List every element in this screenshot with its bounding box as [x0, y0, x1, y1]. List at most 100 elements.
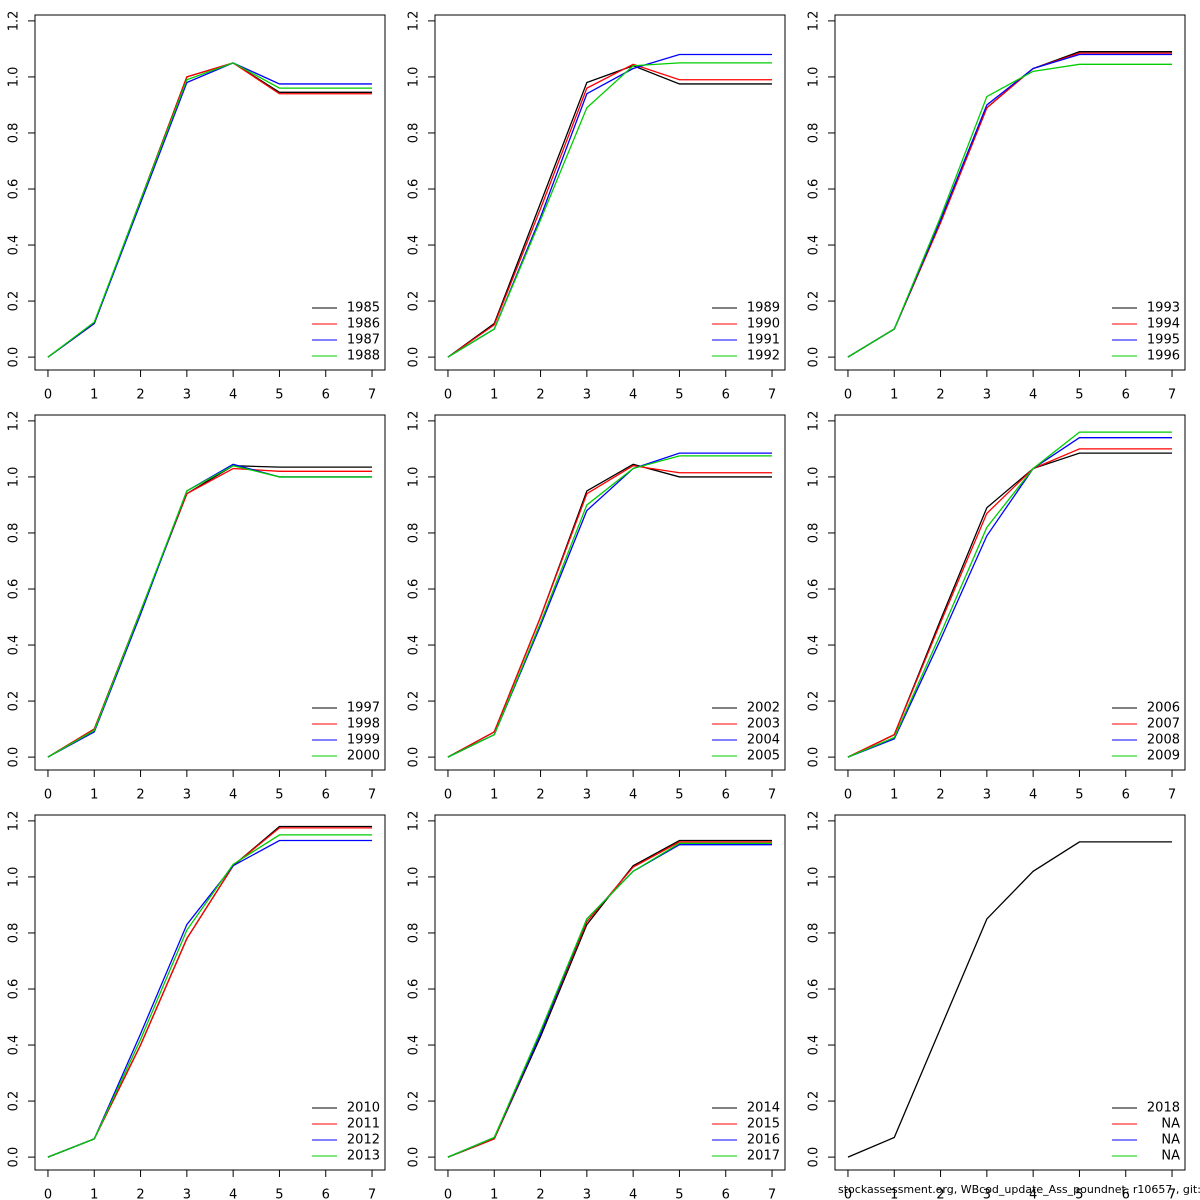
x-tick-label: 7 [368, 1188, 376, 1200]
footer: stockassessment.org, WBcod_update_Ass_po… [838, 1183, 1200, 1196]
x-tick-label: 0 [444, 1188, 452, 1200]
x-tick-label: 4 [1029, 388, 1037, 403]
y-tick-label: 0.4 [407, 235, 422, 256]
series-line [447, 62, 773, 358]
x-tick-label: 1 [890, 388, 898, 403]
x-tick-label: 2 [136, 1188, 144, 1200]
legend-label: 1997 [347, 701, 380, 716]
series-line [847, 437, 1173, 758]
legend-label: 2000 [347, 749, 380, 764]
x-tick-label: 6 [1122, 388, 1130, 403]
x-tick-label: 0 [44, 388, 52, 403]
x-tick-label: 7 [1168, 1188, 1176, 1200]
x-tick-label: 6 [322, 788, 330, 803]
x-tick-label: 3 [583, 388, 591, 403]
y-tick-label: 0.0 [7, 347, 22, 368]
series-line [447, 841, 773, 1158]
plot-frame [834, 814, 1186, 1171]
y-tick-label: 1.0 [807, 467, 822, 488]
series-line [447, 844, 773, 1158]
x-tick-label: 2 [536, 388, 544, 403]
y-tick-label: 0.8 [7, 523, 22, 544]
x-tick-label: 6 [322, 388, 330, 403]
y-tick-label: 0.4 [407, 1035, 422, 1056]
legend-label: 1992 [747, 349, 780, 364]
x-tick-label: 3 [983, 388, 991, 403]
series-line [47, 463, 373, 758]
x-tick-label: 1 [890, 1188, 898, 1200]
x-tick-label: 6 [1122, 788, 1130, 803]
y-tick-label: 0.8 [807, 923, 822, 944]
x-tick-label: 5 [1075, 1188, 1083, 1200]
legend-label: 1991 [747, 333, 780, 348]
series-line [447, 839, 773, 1158]
legend-label: 2017 [747, 1149, 780, 1164]
y-tick-label: 0.8 [407, 523, 422, 544]
y-tick-label: 0.0 [807, 747, 822, 768]
y-tick-label: 0.6 [7, 179, 22, 200]
x-tick-label: 3 [583, 788, 591, 803]
x-tick-label: 2 [536, 1188, 544, 1200]
y-tick-label: 0.2 [407, 291, 422, 312]
legend-label: 1990 [747, 317, 780, 332]
legend-label: 1985 [347, 301, 380, 316]
legend-label: 2010 [347, 1101, 380, 1116]
x-tick-label: 4 [229, 388, 237, 403]
x-tick-label: 2 [936, 788, 944, 803]
series-line [447, 463, 773, 758]
series-line [847, 53, 1173, 358]
y-tick-label: 0.4 [7, 635, 22, 656]
x-tick-label: 3 [183, 788, 191, 803]
y-tick-label: 0.4 [7, 1035, 22, 1056]
series-line [447, 465, 773, 758]
legend-label: NA [1161, 1133, 1180, 1148]
x-tick-label: 6 [722, 788, 730, 803]
y-tick-label: 1.2 [7, 11, 22, 32]
series-line [847, 63, 1173, 358]
y-tick-label: 0.0 [7, 1147, 22, 1168]
y-tick-label: 0.2 [407, 691, 422, 712]
legend-label: 1998 [347, 717, 380, 732]
x-tick-label: 4 [229, 788, 237, 803]
legend-label: 2007 [1147, 717, 1180, 732]
plot-frame [434, 814, 786, 1171]
series-line [847, 841, 1173, 1158]
x-tick-label: 5 [675, 388, 683, 403]
legend-label: NA [1161, 1117, 1180, 1132]
x-tick-label: 3 [983, 788, 991, 803]
x-tick-label: 2 [936, 388, 944, 403]
y-tick-label: 1.0 [7, 467, 22, 488]
series-line [47, 465, 373, 758]
y-tick-label: 0.6 [7, 579, 22, 600]
y-tick-label: 0.2 [407, 1091, 422, 1112]
legend-label: 1987 [347, 333, 380, 348]
x-tick-label: 5 [675, 788, 683, 803]
x-tick-label: 2 [136, 788, 144, 803]
y-tick-label: 0.8 [807, 523, 822, 544]
y-tick-label: 1.0 [7, 867, 22, 888]
y-tick-label: 1.2 [407, 811, 422, 832]
plot-frame [34, 14, 386, 371]
legend-label: 2006 [1147, 701, 1180, 716]
y-tick-label: 1.2 [407, 11, 422, 32]
y-tick-label: 0.2 [807, 1091, 822, 1112]
series-line [847, 52, 1173, 358]
x-tick-label: 0 [44, 1188, 52, 1200]
y-tick-label: 0.4 [807, 235, 822, 256]
series-line [47, 62, 373, 358]
x-tick-label: 6 [722, 1188, 730, 1200]
y-tick-label: 0.2 [7, 1091, 22, 1112]
y-tick-label: 0.4 [807, 1035, 822, 1056]
legend-label: 2005 [747, 749, 780, 764]
legend-label: 1996 [1147, 349, 1180, 364]
legend-label: 1994 [1147, 317, 1180, 332]
x-tick-label: 6 [722, 388, 730, 403]
y-tick-label: 1.2 [807, 811, 822, 832]
y-tick-label: 1.2 [7, 411, 22, 432]
x-tick-label: 4 [1029, 1188, 1037, 1200]
y-tick-label: 0.6 [807, 979, 822, 1000]
x-tick-label: 0 [444, 388, 452, 403]
y-tick-label: 0.2 [7, 691, 22, 712]
x-tick-label: 5 [675, 1188, 683, 1200]
y-tick-label: 0.6 [407, 579, 422, 600]
